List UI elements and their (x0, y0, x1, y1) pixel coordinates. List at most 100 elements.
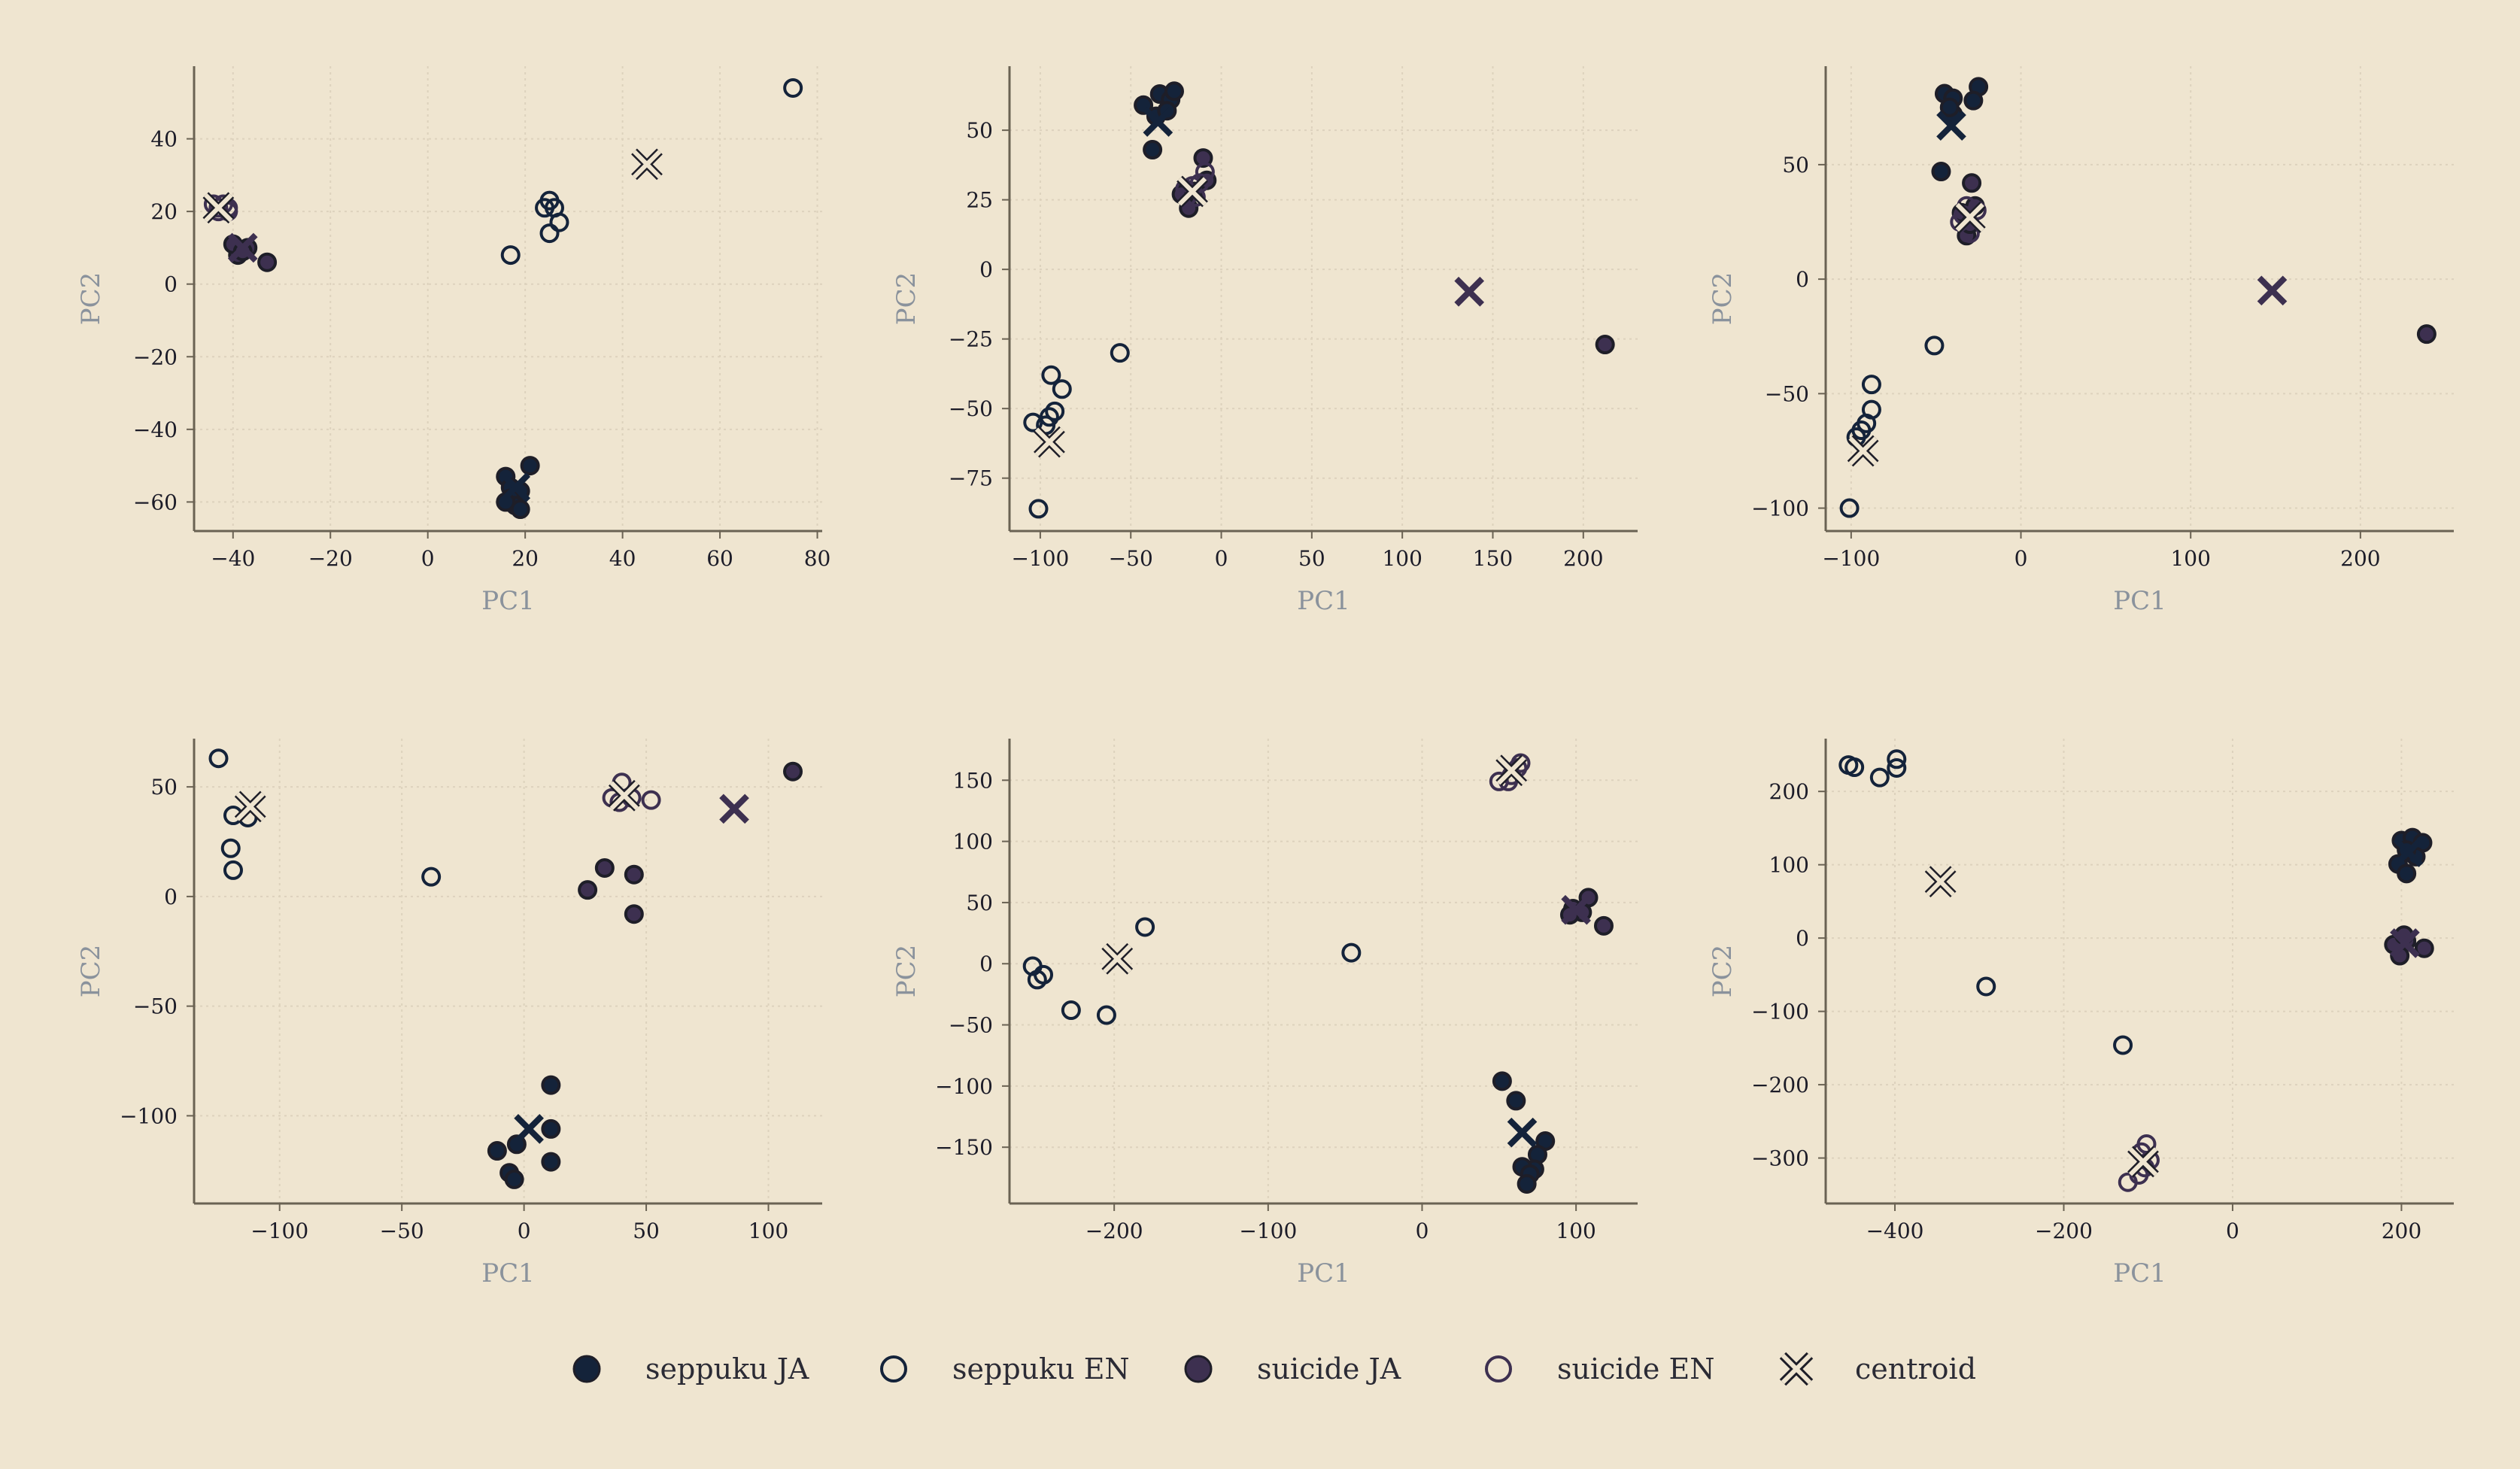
y-tick-label: −20 (133, 344, 178, 369)
centroid-marker (1101, 942, 1134, 975)
legend-label: suicide JA (1257, 1352, 1401, 1386)
legend: seppuku JA seppuku EN suicide JA suicide EN… (572, 1352, 1976, 1386)
suicide-ja-point (594, 857, 615, 878)
x-tick-label: 200 (2382, 1219, 2421, 1243)
legend-marker (880, 1355, 907, 1382)
suicide-ja-point (783, 761, 803, 782)
y-tick-label: 150 (953, 768, 993, 793)
x-tick-label: −100 (1011, 546, 1069, 571)
y-tick-label: 200 (1769, 779, 1809, 804)
seppuku-en-point (1924, 335, 1945, 356)
seppuku-en-point (1341, 942, 1362, 963)
suicide-ja-point (2416, 324, 2437, 344)
y-tick-label: −300 (1751, 1146, 1809, 1171)
seppuku-en-point (539, 223, 560, 244)
x-tick-label: 80 (804, 546, 831, 571)
seppuku-ja-point (2397, 863, 2417, 884)
x-tick-label: 100 (1382, 546, 1422, 571)
seppuku-ja-point (510, 499, 530, 520)
y-tick-label: −50 (949, 1013, 993, 1038)
centroid-marker (2257, 275, 2288, 306)
subplot-6: −400 −200 0 200 −300 −200 −100 0 100 200 PC1 PC2 (1708, 739, 2454, 1288)
centroid-marker (1177, 175, 1208, 208)
seppuku-en-point (1887, 757, 1907, 778)
seppuku-ja-point (520, 456, 540, 476)
legend-item-suicide-ja: suicide JA (1184, 1352, 1401, 1386)
centroid-marker (2390, 928, 2420, 958)
subplot-3: −100 0 100 200 −100 −50 0 50 PC1 PC2 (1708, 66, 2454, 616)
x-tick-label: −50 (1109, 546, 1153, 571)
x-tick-label: 40 (609, 546, 636, 571)
centroid-marker (1495, 754, 1528, 787)
y-tick-label: 0 (164, 272, 178, 297)
y-tick-label: 0 (979, 952, 993, 976)
y-axis-title: PC2 (76, 272, 106, 326)
seppuku-en-point (549, 212, 569, 232)
y-tick-label: −60 (133, 490, 178, 514)
y-tick-label: 25 (966, 188, 993, 213)
x-axis-title: PC1 (2113, 586, 2166, 616)
seppuku-ja-point (1164, 81, 1184, 102)
x-axis-title: PC1 (1297, 1258, 1350, 1288)
seppuku-ja-point (541, 1118, 561, 1139)
x-tick-label: 100 (2170, 546, 2210, 571)
centroid-marker (2393, 837, 2424, 867)
subplot-2: −100 −50 0 50 100 150 200 −75 −50 −25 0 25 50 PC1 PC2 (891, 66, 1638, 616)
centroid-marker (1954, 202, 1986, 233)
legend-label: seppuku EN (952, 1352, 1130, 1386)
x-axis-title: PC1 (481, 1258, 535, 1288)
y-axis-title: PC2 (76, 945, 106, 998)
x-tick-label: 200 (1563, 546, 1603, 571)
suicide-ja-point (624, 864, 644, 885)
y-tick-label: 0 (1796, 926, 1809, 951)
y-axis-title: PC2 (1708, 945, 1738, 998)
suicide-ja-point (624, 904, 644, 924)
suicide-ja-point (257, 252, 278, 272)
x-tick-label: 100 (1556, 1219, 1595, 1243)
y-tick-label: −40 (133, 417, 178, 442)
y-tick-label: −200 (1751, 1073, 1809, 1097)
y-tick-label: −50 (949, 396, 993, 421)
x-tick-label: 50 (1298, 546, 1325, 571)
y-tick-label: 50 (966, 118, 993, 143)
centroid-marker (1936, 111, 1966, 141)
x-tick-label: 0 (518, 1219, 531, 1243)
seppuku-ja-point (504, 1169, 524, 1189)
seppuku-ja-point (1963, 90, 1984, 111)
seppuku-en-point (1976, 976, 1996, 997)
x-tick-label: −200 (1085, 1219, 1143, 1243)
x-tick-label: 100 (748, 1219, 788, 1243)
suicide-en-point (1489, 771, 1509, 791)
x-axis-title: PC1 (1297, 586, 1350, 616)
seppuku-en-point (1045, 401, 1065, 421)
y-axis-title: PC2 (891, 945, 921, 998)
y-tick-label: −100 (935, 1074, 993, 1099)
centroid-marker (2127, 1146, 2159, 1178)
y-tick-label: 20 (150, 199, 178, 224)
legend-marker (1184, 1355, 1213, 1383)
y-tick-label: −75 (949, 466, 993, 491)
y-tick-label: 50 (1782, 153, 1809, 178)
suicide-en-point (641, 790, 661, 810)
seppuku-en-point (1027, 970, 1047, 990)
legend-marker (1485, 1355, 1512, 1382)
centroid-marker (234, 791, 266, 823)
centroid-marker (227, 232, 258, 263)
x-tick-label: 0 (2226, 1219, 2239, 1243)
seppuku-ja-point (1506, 1091, 1526, 1111)
seppuku-en-point (2113, 1035, 2133, 1055)
seppuku-ja-point (1143, 140, 1163, 160)
x-tick-label: 150 (1473, 546, 1513, 571)
suicide-ja-point (2414, 938, 2434, 958)
y-tick-label: −100 (120, 1103, 178, 1128)
seppuku-ja-point (541, 1152, 561, 1172)
legend-item-centroid: centroid (1779, 1352, 1976, 1386)
centroid-marker (1847, 435, 1879, 467)
y-tick-label: 100 (1769, 853, 1809, 878)
x-tick-label: 0 (1416, 1219, 1429, 1243)
seppuku-ja-point (541, 1075, 561, 1095)
seppuku-en-point (1110, 343, 1130, 363)
seppuku-en-point (1839, 498, 1860, 518)
legend-label: centroid (1855, 1352, 1976, 1386)
